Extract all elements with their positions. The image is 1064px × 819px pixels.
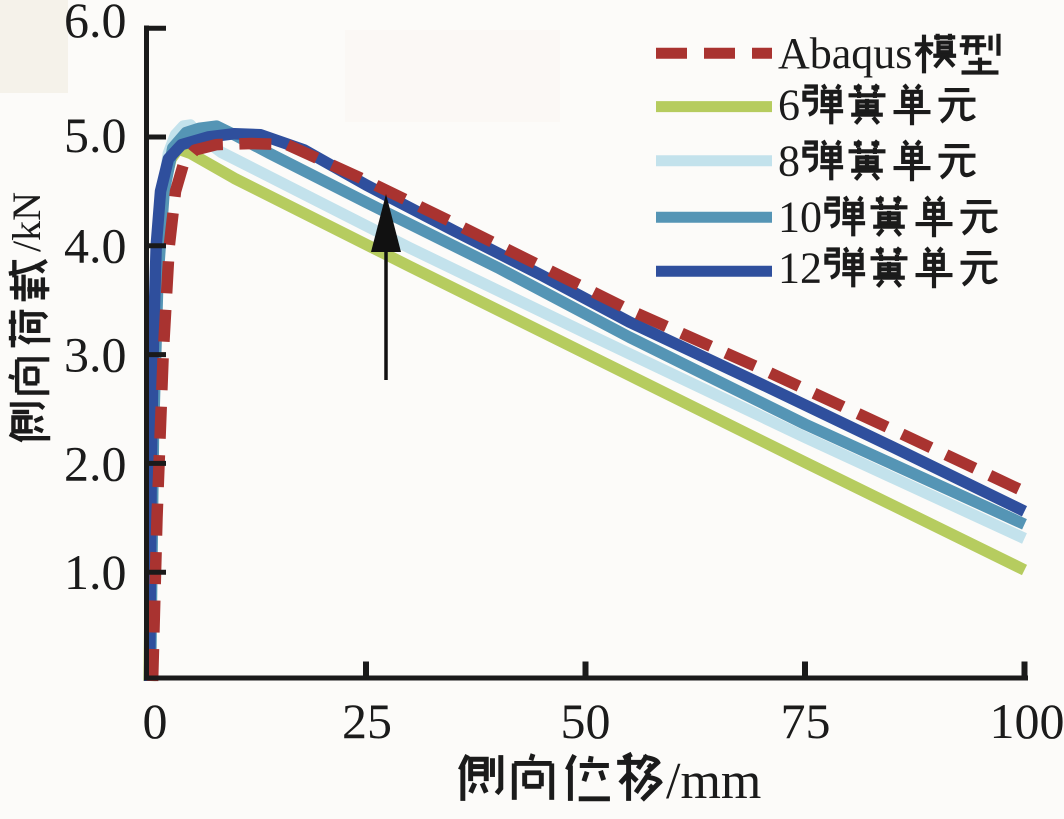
svg-text:4.0: 4.0 [64, 218, 127, 274]
svg-text:12: 12 [778, 244, 822, 293]
svg-text:75: 75 [781, 693, 831, 749]
svg-text:0: 0 [143, 693, 168, 749]
svg-text:25: 25 [342, 693, 392, 749]
svg-text:5.0: 5.0 [64, 107, 127, 163]
svg-text:/kN: /kN [4, 192, 49, 252]
svg-text:Abaqus: Abaqus [778, 29, 912, 78]
svg-text:6.0: 6.0 [64, 0, 127, 48]
svg-text:/mm: /mm [666, 753, 761, 810]
svg-text:1.0: 1.0 [64, 544, 127, 600]
svg-text:6: 6 [778, 81, 800, 130]
svg-text:100: 100 [990, 693, 1064, 749]
svg-text:3.0: 3.0 [64, 327, 127, 383]
svg-text:8: 8 [778, 137, 800, 186]
svg-text:50: 50 [561, 693, 611, 749]
svg-text:10: 10 [778, 193, 822, 242]
svg-text:2.0: 2.0 [64, 436, 127, 492]
